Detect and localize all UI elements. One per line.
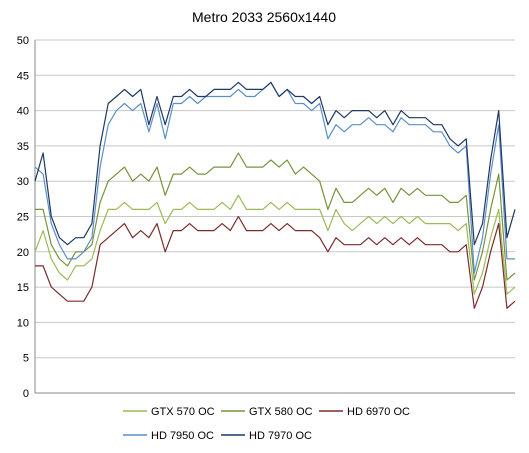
y-tick-label: 0: [23, 388, 29, 400]
legend-label: HD 6970 OC: [347, 406, 410, 418]
series-line-gtx-570-oc: [34, 194, 516, 295]
y-tick-label: 45: [17, 70, 29, 82]
chart-title: Metro 2033 2560x1440: [192, 9, 336, 25]
series-line-hd-7970-oc: [34, 81, 516, 246]
legend-item: HD 6970 OC: [319, 406, 410, 418]
legend-label: HD 7950 OC: [151, 430, 214, 442]
axes: [34, 40, 515, 394]
y-tick-label: 40: [17, 106, 29, 118]
y-tick-label: 25: [17, 212, 29, 224]
y-tick-label: 15: [17, 282, 29, 294]
series-line-gtx-580-oc: [35, 152, 516, 281]
y-tick-labels: 0 5 10 15 20 25 30 35 40 45 50: [17, 35, 29, 400]
y-tick-label: 30: [17, 176, 29, 188]
legend-item: GTX 580 OC: [221, 406, 313, 418]
y-tick-label: 35: [17, 141, 29, 153]
gridlines: [35, 39, 515, 359]
legend-label: GTX 570 OC: [151, 406, 215, 418]
legend-label: HD 7970 OC: [249, 430, 312, 442]
series-lines: [34, 81, 516, 309]
y-tick-label: 5: [23, 353, 29, 365]
series-line-hd-6970-oc: [35, 215, 516, 309]
legend: GTX 570 OC GTX 580 OC HD 6970 OC HD 7950 OC…: [123, 406, 410, 442]
legend-label: GTX 580 OC: [249, 406, 313, 418]
legend-item: GTX 570 OC: [123, 406, 215, 418]
y-tick-label: 20: [17, 247, 29, 259]
y-tick-label: 50: [17, 35, 29, 47]
legend-item: HD 7950 OC: [123, 430, 214, 442]
legend-item: HD 7970 OC: [221, 430, 312, 442]
y-tick-label: 10: [17, 317, 29, 329]
